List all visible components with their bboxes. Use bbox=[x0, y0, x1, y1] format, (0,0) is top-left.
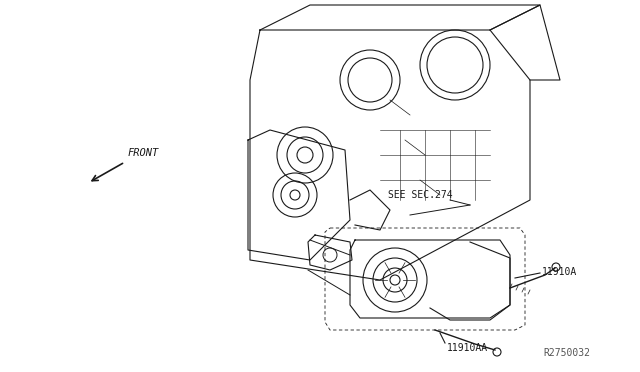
Text: R2750032: R2750032 bbox=[543, 348, 590, 358]
Text: 11910AA: 11910AA bbox=[447, 343, 488, 353]
Text: 11910A: 11910A bbox=[542, 267, 577, 277]
Text: FRONT: FRONT bbox=[128, 148, 159, 158]
Text: SEE SEC.274: SEE SEC.274 bbox=[388, 190, 452, 200]
